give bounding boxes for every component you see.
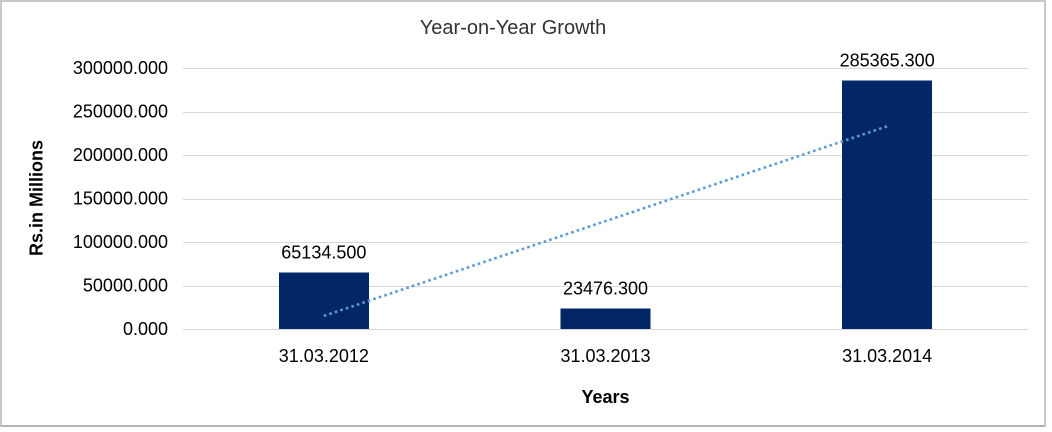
bar [560, 308, 651, 329]
data-label: 65134.500 [281, 242, 366, 262]
data-label: 23476.300 [563, 279, 648, 299]
x-axis-title: Years [581, 387, 630, 407]
bar [278, 272, 369, 329]
bar-series [278, 80, 933, 330]
y-tick-label: 250000.000 [73, 102, 168, 122]
x-tick-labels: 31.03.2012 31.03.2013 31.03.2014 [279, 346, 932, 366]
y-tick-label: 0.000 [123, 319, 168, 339]
y-tick-label: 50000.000 [83, 276, 168, 296]
bar [842, 80, 933, 330]
data-label: 285365.300 [840, 51, 935, 71]
x-tick-label: 31.03.2014 [842, 346, 932, 366]
y-tick-label: 200000.000 [73, 145, 168, 165]
trendline-segment [323, 125, 888, 318]
x-tick-label: 31.03.2013 [560, 346, 650, 366]
trendline [323, 125, 888, 318]
chart-title: Year-on-Year Growth [419, 17, 607, 39]
y-tick-label: 300000.000 [73, 58, 168, 78]
y-tick-label: 150000.000 [73, 189, 168, 209]
x-tick-label: 31.03.2012 [279, 346, 369, 366]
data-labels: 65134.500 23476.300 285365.300 [281, 51, 934, 299]
y-tick-labels: 0.000 50000.000 100000.000 150000.000 200000… [73, 58, 168, 339]
y-tick-label: 100000.000 [73, 232, 168, 252]
